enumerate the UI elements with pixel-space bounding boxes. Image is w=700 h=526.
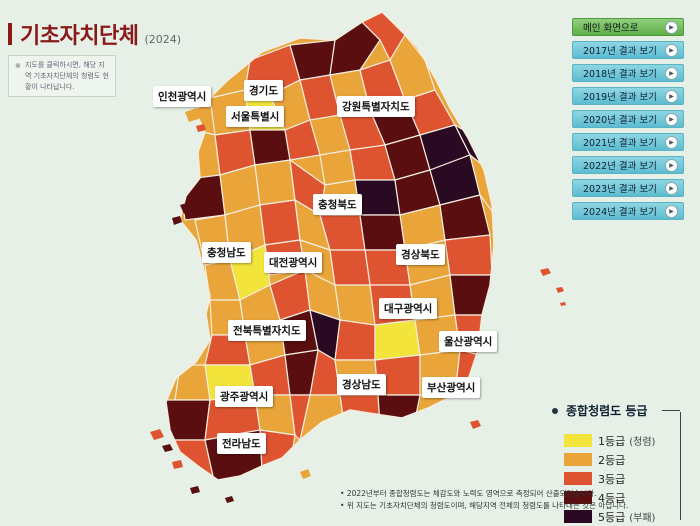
footer-note-text: 위 지도는 기초자치단체의 청렴도이며, 해당지역 전체의 청렴도를 나타내는 …	[346, 501, 629, 510]
legend-swatch	[564, 434, 592, 447]
footer-notes: • 2022년부터 종합청렴도는 체감도와 노력도 영역으로 측정되어 산출되었…	[340, 488, 628, 512]
legend-label: 2등급	[598, 453, 626, 467]
region[interactable]	[444, 234, 493, 276]
year-2018-button[interactable]: 2018년 결과 보기 ▶	[572, 64, 684, 82]
footer-note: • 위 지도는 기초자치단체의 청렴도이며, 해당지역 전체의 청렴도를 나타내…	[340, 501, 629, 510]
title-accent-bar	[8, 23, 12, 45]
home-button[interactable]: 메인 화면으로 ▶	[572, 18, 684, 36]
legend-sublabel: (청렴)	[629, 437, 656, 448]
region[interactable]	[377, 394, 421, 426]
year-button-label: 2021년 결과 보기	[583, 138, 657, 149]
label-gyeongnam[interactable]: 경상남도	[337, 374, 386, 395]
region[interactable]	[329, 249, 371, 286]
home-button-label: 메인 화면으로	[583, 23, 639, 34]
legend-swatch	[564, 491, 592, 504]
region[interactable]	[389, 33, 436, 101]
legend-swatch	[564, 453, 592, 466]
year-2020-button[interactable]: 2020년 결과 보기 ▶	[572, 110, 684, 128]
bullet-icon	[552, 407, 558, 414]
region[interactable]	[354, 179, 401, 216]
islands[interactable]	[150, 108, 566, 503]
footer-note-text: 2022년부터 종합청렴도는 체감도와 노력도 영역으로 측정되어 산출되었습니…	[346, 489, 597, 498]
play-icon: ▶	[665, 66, 678, 80]
play-icon: ▶	[665, 135, 678, 149]
year-2019-button[interactable]: 2019년 결과 보기 ▶	[572, 87, 684, 105]
label-jeonbuk[interactable]: 전북특별자치도	[228, 320, 306, 341]
region[interactable]	[334, 319, 376, 361]
legend-item: 3등급	[564, 469, 680, 488]
year-button-label: 2018년 결과 보기	[583, 69, 657, 80]
region[interactable]	[374, 319, 421, 361]
play-icon: ▶	[665, 20, 678, 34]
play-icon: ▶	[665, 112, 678, 126]
region[interactable]	[249, 129, 291, 166]
label-ulsan[interactable]: 울산광역시	[439, 331, 498, 352]
instruction-text: 지도를 클릭하시면, 해당 지역 기초자치단체의 청렴도 현황이 나타납니다.	[25, 61, 109, 91]
year-button-label: 2023년 결과 보기	[583, 184, 657, 195]
label-gangwon[interactable]: 강원특별자치도	[337, 96, 415, 117]
label-chungnam[interactable]: 충청남도	[202, 242, 251, 263]
year-button-label: 2017년 결과 보기	[583, 46, 657, 57]
label-gyeonggi[interactable]: 경기도	[244, 80, 283, 101]
year-menu: 메인 화면으로 ▶ 2017년 결과 보기 ▶ 2018년 결과 보기 ▶ 2019…	[572, 18, 684, 225]
play-icon: ▶	[665, 181, 678, 195]
region[interactable]	[449, 274, 493, 316]
bullet-icon: ※	[15, 62, 21, 70]
legend-title-text: 종합청렴도 등급	[566, 404, 648, 418]
legend-label: 4등급	[598, 491, 626, 505]
legend-sublabel: (부패)	[629, 513, 656, 524]
legend-title: 종합청렴도 등급	[552, 402, 680, 419]
play-icon: ▶	[665, 158, 678, 172]
year-button-label: 2024년 결과 보기	[583, 207, 657, 218]
page-title: 기초자치단체	[20, 24, 139, 49]
legend-item: 2등급	[564, 450, 680, 469]
legend-border	[680, 412, 681, 520]
year-2021-button[interactable]: 2021년 결과 보기 ▶	[572, 133, 684, 151]
label-busan[interactable]: 부산광역시	[422, 377, 481, 398]
year-button-label: 2022년 결과 보기	[583, 161, 657, 172]
legend-label: 1등급	[598, 434, 626, 448]
region[interactable]	[254, 159, 296, 206]
legend-swatch	[564, 472, 592, 485]
page-year: (2024)	[144, 33, 182, 46]
label-gyeongbuk[interactable]: 경상북도	[396, 244, 445, 265]
legend-item: 4등급	[564, 488, 680, 507]
play-icon: ▶	[665, 204, 678, 218]
region[interactable]	[174, 364, 211, 401]
label-seoul[interactable]: 서울특별시	[226, 106, 285, 127]
label-chungbuk[interactable]: 충청북도	[313, 194, 362, 215]
label-incheon[interactable]: 인천광역시	[153, 86, 212, 107]
page-header: 기초자치단체 (2024)	[8, 18, 181, 50]
year-2024-button[interactable]: 2024년 결과 보기 ▶	[572, 202, 684, 220]
year-2017-button[interactable]: 2017년 결과 보기 ▶	[572, 41, 684, 59]
label-daegu[interactable]: 대구광역시	[379, 298, 438, 319]
label-daejeon[interactable]: 대전광역시	[264, 252, 323, 273]
region[interactable]	[319, 149, 356, 186]
year-2023-button[interactable]: 2023년 결과 보기 ▶	[572, 179, 684, 197]
year-2022-button[interactable]: 2022년 결과 보기 ▶	[572, 156, 684, 174]
play-icon: ▶	[665, 43, 678, 57]
year-button-label: 2019년 결과 보기	[583, 92, 657, 103]
instruction-note: ※ 지도를 클릭하시면, 해당 지역 기초자치단체의 청렴도 현황이 나타납니다…	[8, 55, 116, 97]
year-button-label: 2020년 결과 보기	[583, 115, 657, 126]
legend-border	[662, 410, 680, 411]
play-icon: ▶	[665, 89, 678, 103]
region[interactable]	[259, 199, 301, 246]
label-gwangju[interactable]: 광주광역시	[215, 386, 274, 407]
legend-item: 1등급 (청렴)	[564, 431, 680, 450]
footer-note: • 2022년부터 종합청렴도는 체감도와 노력도 영역으로 측정되어 산출되었…	[340, 489, 597, 498]
legend-label: 3등급	[598, 472, 626, 486]
region[interactable]	[179, 174, 226, 221]
label-jeonnam[interactable]: 전라남도	[217, 433, 266, 454]
